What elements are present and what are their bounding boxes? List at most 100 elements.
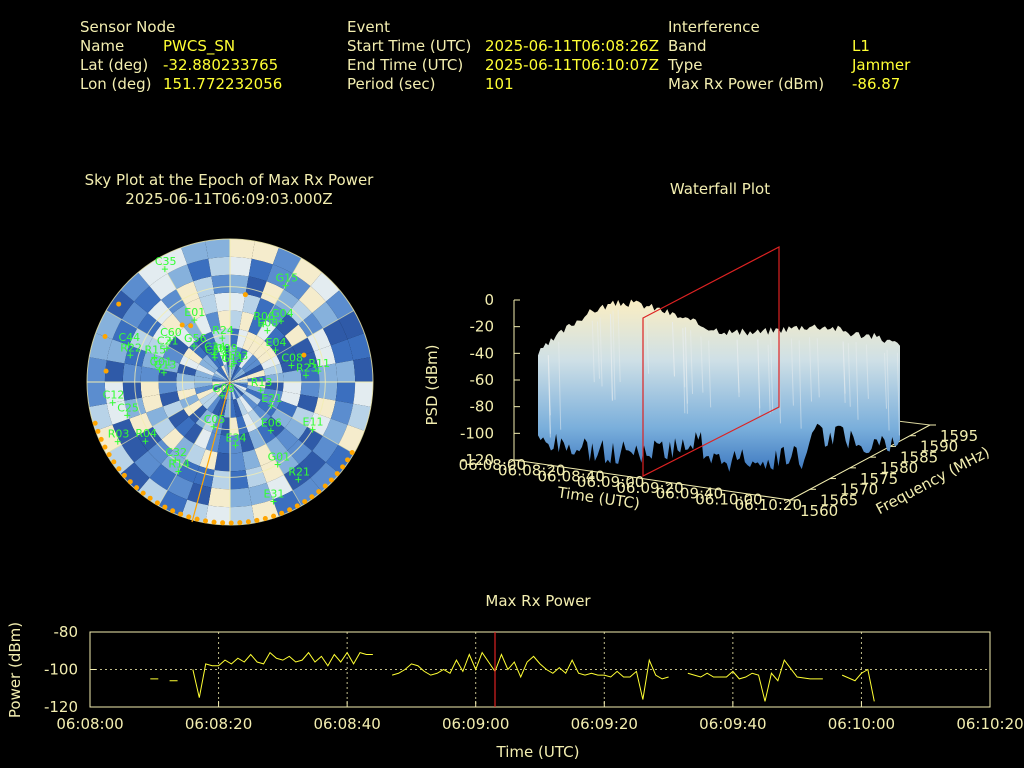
sensor-lat-value: -32.880233765 [163, 56, 279, 74]
sky-heat-cell [106, 339, 130, 364]
sky-heat-cell [245, 364, 264, 376]
sky-heat-cell [95, 424, 122, 454]
sky-heat-cell [217, 434, 230, 454]
power-xlabel: Time (UTC) [496, 743, 580, 761]
power-ytick-label: -100 [44, 661, 78, 679]
sky-heat-cell [318, 363, 338, 382]
sky-interference-dot [111, 459, 117, 465]
sky-heat-cell [220, 417, 230, 436]
sky-heat-cell [338, 310, 365, 340]
sky-satellite-marker [274, 461, 281, 468]
sky-interference-dot [162, 504, 168, 510]
sensor-lat-label: Lat (deg) [80, 56, 149, 74]
sky-heat-cell [162, 346, 184, 364]
sky-azimuth-spoke [271, 310, 355, 359]
sky-heat-cell [325, 290, 354, 320]
sky-heat-cell [239, 311, 255, 332]
sky-heat-cell [291, 337, 314, 358]
sky-satellite-marker [210, 423, 217, 430]
sky-heat-cell [230, 452, 246, 472]
power-chart-title: Max Rx Power [485, 592, 591, 610]
sky-heat-cell [162, 400, 184, 418]
sky-heat-cell [205, 311, 221, 332]
sky-heat-cell [207, 351, 222, 369]
power-xtick-label: 06:08:40 [313, 715, 380, 733]
sky-heat-cell [245, 465, 267, 488]
sky-satellite-marker [268, 402, 275, 409]
wf-surface-streak [591, 320, 595, 383]
sky-heat-cell [152, 417, 176, 440]
sky-heat-cell [205, 505, 230, 525]
sky-heat-cell [265, 372, 284, 382]
sky-heat-cell [175, 416, 196, 437]
sky-heat-cell [292, 477, 322, 506]
sky-satellite-label: G01 [268, 451, 291, 464]
sky-heat-cell [248, 428, 266, 450]
sky-satellite-label: E34 [226, 431, 247, 444]
sky-heat-cell [218, 366, 230, 382]
power-ytick-label: -80 [54, 623, 79, 641]
sky-heat-cell [230, 417, 240, 436]
sky-satellite-marker [163, 345, 170, 352]
waterfall-title: Waterfall Plot [669, 180, 771, 198]
sky-heat-cell [243, 390, 261, 405]
sky-satellite-label: G08 [212, 382, 235, 395]
sky-heat-cell [134, 286, 162, 314]
sky-satellite-label: E21 [261, 392, 282, 405]
sky-heat-cell [347, 403, 371, 431]
wf-freq-tick-label: 1575 [860, 470, 898, 488]
sky-heat-cell [292, 258, 322, 287]
sky-heat-cell [230, 487, 252, 508]
wf-time-tick [745, 493, 751, 498]
sky-heat-cell [161, 289, 186, 314]
sky-heat-cell [236, 397, 248, 416]
power-xtick-label: 06:08:20 [185, 715, 252, 733]
sky-heat-cell [183, 399, 203, 417]
start-time-label: Start Time (UTC) [347, 37, 472, 55]
end-time-value: 2025-06-11T06:10:07Z [485, 56, 659, 74]
sky-heat-cell [207, 395, 222, 413]
interference-info: Interference Band L1 Type Jammer Max Rx Po… [668, 18, 968, 94]
sky-heat-cell [226, 364, 230, 382]
sky-satellite-marker [175, 468, 182, 475]
max-rx-power-label: Max Rx Power (dBm) [668, 75, 825, 93]
end-time-label: End Time (UTC) [347, 56, 464, 74]
wf-surface-streak [736, 339, 740, 393]
sky-interference-dot [194, 516, 200, 522]
sky-heat-cell [176, 382, 195, 392]
sky-heat-cell [230, 399, 237, 418]
sky-satellite-label: G01 [150, 356, 173, 369]
sky-heat-cell [284, 417, 308, 440]
sky-heat-cell [330, 339, 354, 364]
sky-heat-cell [212, 378, 230, 382]
sky-interference-dot [316, 489, 322, 495]
sky-heat-cell [158, 382, 178, 395]
sky-heat-cell [233, 398, 243, 418]
sky-heat-cell [152, 324, 176, 347]
sky-heat-cell [137, 313, 162, 338]
sky-heat-cell [230, 382, 247, 391]
sky-heat-cell [230, 470, 249, 490]
sky-heat-cell [185, 443, 206, 466]
sky-satellite-label: R03 [108, 428, 130, 441]
sky-heat-cell [230, 382, 234, 400]
wf-surface-streak [708, 340, 712, 408]
sky-heat-cell [254, 443, 275, 466]
wf-surface-streak [816, 338, 820, 398]
sky-heat-cell [158, 490, 188, 517]
wf-time-tick [627, 476, 633, 481]
sky-heat-cell [149, 464, 177, 491]
sky-heat-cell [223, 364, 230, 382]
sky-interference-dot [178, 511, 184, 517]
sky-heat-cell [238, 395, 253, 413]
sky-heat-cell [260, 394, 281, 409]
sky-heat-cell [310, 272, 340, 302]
sky-heat-cell [208, 487, 230, 508]
sky-satellite-marker [257, 387, 264, 394]
event-info: Event Start Time (UTC) 2025-06-11T06:08:2… [347, 18, 667, 94]
wf-time-tick-label: 06:10:20 [735, 496, 802, 514]
sky-heat-cell [274, 450, 299, 475]
